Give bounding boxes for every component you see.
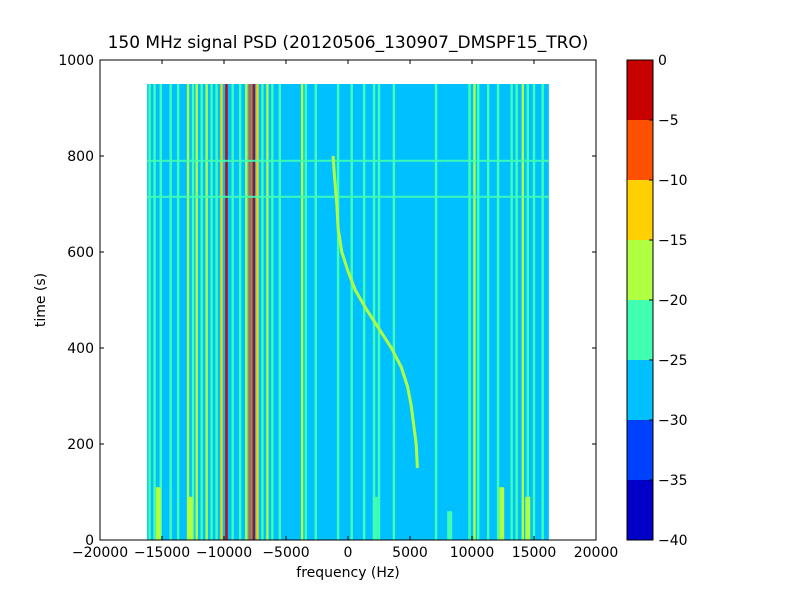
heatmap-data-layer [147,84,549,540]
colorbar-band [627,120,653,180]
colorbar-tick-label: 0 [658,53,667,69]
colorbar-tick-label: −25 [658,353,688,369]
spectral-line [541,84,544,540]
spectral-line [362,84,366,540]
spectral-line [215,84,218,540]
spectral-line [191,84,195,540]
y-tick-label: 400 [67,341,94,357]
colorbar-band [627,480,653,540]
spectral-line [195,84,198,540]
x-tick-label: 10000 [450,545,495,561]
colorbar-tick-label: −40 [658,533,688,549]
spectral-line [200,84,203,540]
spectral-line [245,84,248,540]
heatmap-plot-area [100,60,596,540]
colorbar-band [627,60,653,120]
spectral-line [304,84,308,540]
spectral-line [336,84,340,540]
colorbar-tick-label: −10 [658,173,688,189]
spectral-line [477,84,480,540]
spectral-line [261,84,264,540]
spectral-line [521,84,525,540]
y-axis-label: time (s) [33,273,49,327]
spectral-line [510,84,513,540]
time-line [147,195,549,198]
x-tick-label: 0 [344,545,353,561]
low-time-blob [372,496,378,540]
spectral-line [238,84,242,540]
colorbar-band [627,300,653,360]
spectral-line [225,84,228,540]
colorbar: −40 −35 −30 −25 −20 −15 −10 −5 0 [626,53,688,549]
spectral-line [231,84,234,540]
spectral-line [278,84,281,540]
x-tick-label: −20000 [72,545,128,561]
spectral-line [532,84,536,540]
colorbar-tick-label: −5 [658,113,679,129]
spectral-line [473,84,476,540]
low-time-blob [447,511,453,540]
doppler-trace [331,155,419,469]
y-tick-label: 800 [67,149,94,165]
colorbar-band [627,180,653,240]
x-tick-label: −10000 [196,545,252,561]
y-tick-label: 0 [85,533,94,549]
spectral-line [210,84,213,540]
spectral-line [486,84,490,540]
low-time-blob [155,487,161,540]
low-time-blob [188,496,194,540]
low-time-blob [499,487,505,540]
spectral-line [169,84,172,540]
y-tick-label: 1000 [58,53,94,69]
spectral-line [377,84,381,540]
colorbar-tick-label: −20 [658,293,688,309]
colorbar-tick-label: −30 [658,413,688,429]
spectral-line [205,84,208,540]
spectral-line [248,84,252,540]
spectral-line [392,84,396,540]
colorbar-band [627,360,653,420]
colorbar-band [627,420,653,480]
colorbar-tick-label: −35 [658,473,688,489]
spectral-line [148,84,151,540]
spectral-line [434,84,438,540]
y-tick-label: 200 [67,437,94,453]
spectral-line [314,84,317,540]
x-tick-label: −15000 [134,545,190,561]
spectral-line [496,84,500,540]
time-line [147,159,549,162]
spectral-line [266,84,269,540]
spectral-line [186,84,190,540]
spectral-line [159,84,162,540]
spectral-line [372,84,376,540]
spectral-line [271,84,274,540]
spectral-line [515,84,518,540]
low-time-blob [525,496,531,540]
x-axis: −20000 −15000 −10000 −5000 0 5000 10000 15000 20… [72,60,618,561]
x-tick-label: −5000 [262,545,309,561]
spectral-line [252,84,255,540]
spectral-line [256,84,259,540]
spectral-line [300,84,304,540]
y-tick-label: 600 [67,245,94,261]
spectral-line [468,84,471,540]
x-axis-label: frequency (Hz) [296,565,399,581]
colorbar-band [627,240,653,300]
spectral-line [220,84,223,540]
colorbar-tick-label: −15 [658,233,688,249]
x-tick-label: 5000 [392,545,428,561]
y-axis: 0 200 400 600 800 1000 [58,53,596,549]
spectral-line [350,84,353,540]
x-tick-label: 20000 [574,545,619,561]
spectral-line [176,84,180,540]
spectral-line [526,84,529,540]
chart-title: 150 MHz signal PSD (20120506_130907_DMSP… [108,33,589,53]
spectral-line [153,84,156,540]
x-tick-label: 15000 [512,545,557,561]
